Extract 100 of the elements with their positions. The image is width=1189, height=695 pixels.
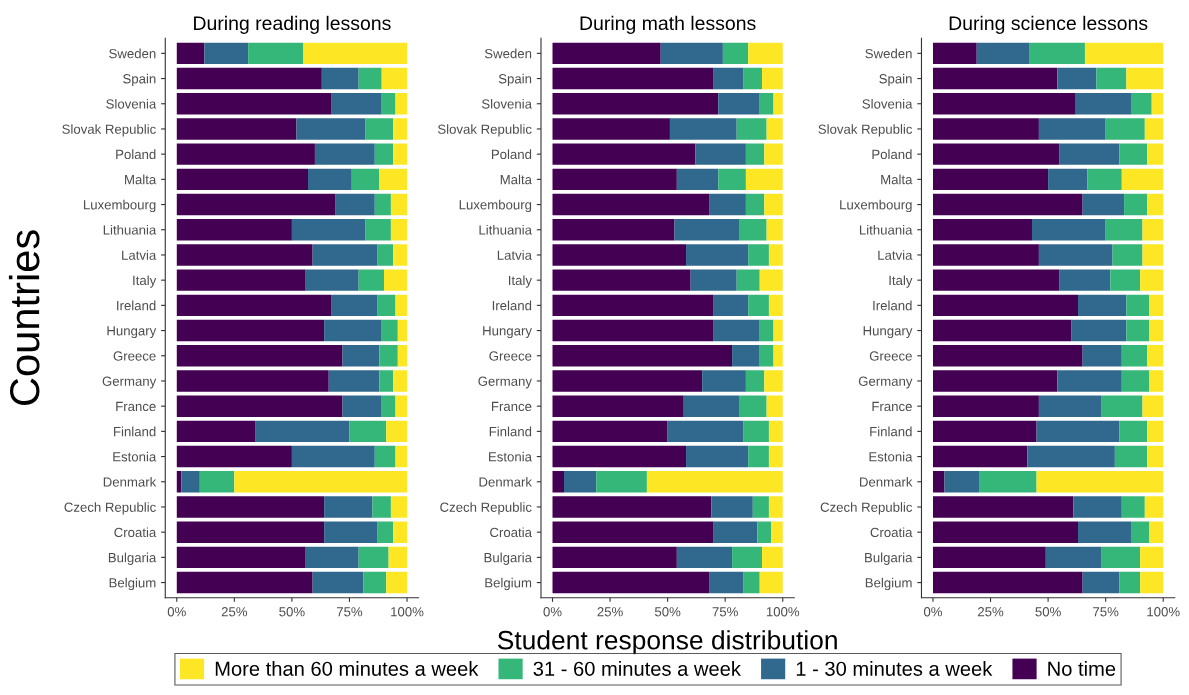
bar: [1121, 168, 1164, 191]
bar: [365, 219, 391, 241]
bar: [932, 93, 1076, 115]
bar: [745, 168, 783, 191]
bar: [1029, 42, 1085, 65]
y-tick-label: Malta: [500, 174, 532, 185]
bar: [1130, 521, 1150, 543]
y-tick-label: Ireland: [117, 300, 156, 311]
y-tick-label: France: [116, 401, 156, 412]
bar: [552, 193, 710, 216]
y-tick-label: Sweden: [865, 48, 912, 59]
bar: [932, 168, 1049, 191]
bar: [305, 546, 359, 569]
bar: [713, 67, 744, 90]
bar: [932, 67, 1058, 90]
bar: [745, 143, 765, 165]
x-tick-label: 50%: [1035, 607, 1061, 617]
bar: [1119, 420, 1148, 443]
bar: [711, 496, 753, 518]
bar: [932, 370, 1058, 392]
bar: [342, 395, 382, 417]
bar: [381, 67, 408, 90]
bar: [1036, 471, 1164, 493]
chart-title: During reading lessons: [194, 15, 391, 34]
bar: [176, 571, 313, 594]
bar: [932, 420, 1037, 443]
y-tick-label: Lithuania: [479, 224, 532, 235]
bar: [552, 370, 703, 392]
bar: [768, 420, 783, 443]
bar: [690, 269, 737, 291]
bar: [1082, 193, 1125, 216]
y-tick-label: Slovenia: [862, 98, 913, 109]
bar: [752, 496, 769, 518]
bar: [395, 395, 408, 417]
bar: [1147, 445, 1164, 468]
y-tick-label: Lithuania: [859, 224, 913, 235]
bar: [395, 445, 408, 468]
bar: [381, 395, 396, 417]
bar: [932, 471, 945, 493]
bar: [552, 219, 675, 241]
bar: [390, 496, 408, 518]
bar: [321, 67, 359, 90]
bar: [386, 571, 408, 594]
chart-title: During math lessons: [580, 15, 756, 34]
bar: [176, 143, 315, 165]
x-tick-label: 100%: [1147, 607, 1180, 617]
bar: [381, 93, 396, 115]
bar: [1084, 42, 1164, 65]
y-tick-label: Greece: [113, 351, 156, 361]
bar: [1121, 370, 1150, 392]
bar: [768, 445, 783, 468]
bar: [768, 294, 783, 317]
y-tick-label: Croatia: [490, 527, 532, 538]
y-tick-label: Finland: [489, 426, 532, 437]
bar: [552, 143, 696, 165]
bar: [395, 93, 408, 115]
y-tick-label: Latvia: [878, 250, 913, 260]
x-tick-label: 100%: [391, 607, 424, 617]
bar: [328, 370, 380, 392]
bar: [296, 118, 366, 140]
bar: [748, 244, 769, 266]
y-tick-label: Italy: [508, 275, 532, 288]
y-tick-label: Estonia: [113, 451, 157, 462]
bar: [759, 571, 783, 594]
x-tick-label: 50%: [654, 607, 681, 617]
bar: [335, 193, 375, 216]
bar: [291, 219, 366, 241]
bar: [743, 420, 769, 443]
bar: [393, 370, 408, 392]
bar: [932, 244, 1039, 266]
y-tick-label: Poland: [872, 149, 912, 160]
y-tick-label: Slovenia: [106, 98, 157, 109]
bar: [552, 420, 668, 443]
bar: [1140, 546, 1164, 569]
bar: [1110, 269, 1141, 291]
bar: [1045, 546, 1102, 569]
bar: [552, 118, 670, 140]
y-tick-label: Bulgaria: [108, 552, 157, 565]
bar: [303, 42, 408, 65]
bar: [932, 269, 1060, 291]
bar: [1147, 345, 1164, 367]
bar: [379, 168, 408, 191]
bar: [1147, 143, 1164, 165]
y-tick-label: Estonia: [869, 451, 913, 462]
bar: [324, 319, 382, 342]
y-tick-label: Czech Republic: [440, 502, 532, 515]
bar: [736, 269, 760, 291]
y-tick-label: Croatia: [870, 527, 913, 538]
bar: [390, 219, 408, 241]
bar: [745, 370, 765, 392]
y-tick-label: Belgium: [109, 577, 156, 591]
bar: [932, 42, 977, 65]
bar: [932, 571, 1083, 594]
bar: [1119, 571, 1141, 594]
bar: [1119, 143, 1148, 165]
bar: [176, 118, 297, 140]
bar: [1126, 319, 1150, 342]
x-tick-label: 0%: [923, 607, 943, 617]
y-tick-label: Italy: [133, 275, 157, 288]
bar: [552, 395, 684, 417]
